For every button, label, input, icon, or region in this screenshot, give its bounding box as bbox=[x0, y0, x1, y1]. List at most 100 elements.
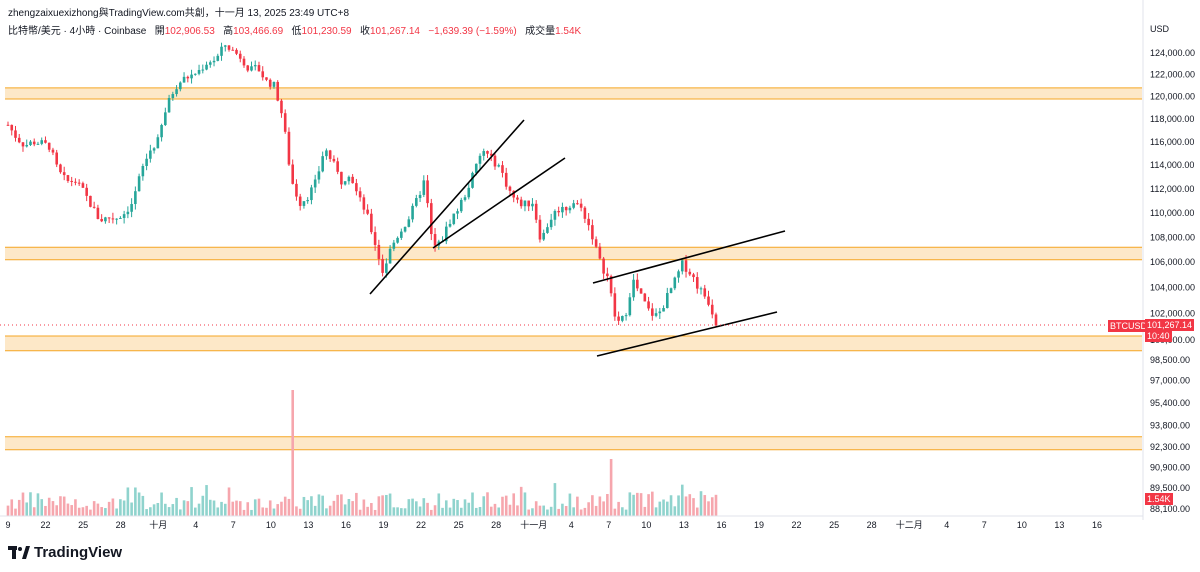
candle-body bbox=[666, 293, 669, 309]
candle-body bbox=[328, 150, 332, 159]
candle-body bbox=[227, 45, 231, 50]
volume-bar bbox=[651, 491, 654, 516]
volume-bar bbox=[602, 501, 605, 516]
time-tick-label: 19 bbox=[378, 520, 388, 530]
volume-bar bbox=[430, 509, 433, 516]
volume-bar bbox=[100, 507, 103, 516]
candle-body bbox=[576, 203, 579, 205]
candle-body bbox=[478, 155, 482, 164]
volume-bar bbox=[107, 501, 111, 516]
time-tick-label: 十一月 bbox=[520, 519, 547, 530]
price-tick-label: 90,900.00 bbox=[1150, 462, 1190, 472]
volume-bar bbox=[276, 504, 280, 516]
price-tick-label: 102,000.00 bbox=[1150, 309, 1195, 319]
candle-body bbox=[422, 180, 426, 195]
candle-body bbox=[662, 308, 665, 312]
candle-body bbox=[688, 271, 692, 275]
candle-body bbox=[145, 158, 148, 166]
candle-body bbox=[223, 45, 227, 47]
volume-bar bbox=[400, 508, 403, 516]
volume-bar bbox=[298, 508, 302, 516]
time-tick-label: 13 bbox=[1054, 520, 1064, 530]
volume-bar bbox=[456, 500, 459, 516]
volume-bar bbox=[613, 508, 617, 516]
candle-body bbox=[343, 181, 347, 185]
candle-body bbox=[25, 145, 29, 147]
time-tick-label: 9 bbox=[5, 520, 10, 530]
candle-body bbox=[651, 308, 654, 316]
volume-bar bbox=[257, 498, 261, 516]
volume-bar bbox=[418, 506, 422, 516]
candle-body bbox=[55, 152, 58, 165]
candle-body bbox=[606, 273, 609, 277]
candle-body bbox=[66, 175, 70, 181]
candle-body bbox=[471, 172, 474, 188]
symbol-label[interactable]: 比特幣/美元 · 4小時 · Coinbase bbox=[8, 26, 147, 37]
volume-bar bbox=[666, 501, 669, 516]
volume-bar bbox=[194, 507, 197, 516]
volume-bar bbox=[17, 499, 21, 516]
candle-body bbox=[10, 124, 14, 131]
candle-body bbox=[677, 271, 680, 278]
candle-body bbox=[658, 311, 662, 314]
candle-body bbox=[253, 65, 257, 67]
volume-bar bbox=[561, 503, 564, 516]
volume-bar bbox=[459, 507, 463, 516]
change-value: −1,639.39 (−1.59%) bbox=[428, 26, 517, 37]
volume-bar bbox=[32, 507, 36, 516]
candle-body bbox=[205, 64, 208, 70]
volume-bar bbox=[632, 494, 635, 516]
candle-body bbox=[609, 276, 613, 294]
volume-bar bbox=[14, 508, 17, 516]
countdown-badge: 10:40 bbox=[1145, 330, 1172, 342]
trend-line bbox=[592, 230, 786, 284]
tradingview-logo[interactable]: TradingView bbox=[8, 544, 122, 561]
volume-bar bbox=[557, 508, 560, 516]
volume-bar bbox=[385, 494, 388, 516]
candle-body bbox=[291, 164, 294, 184]
volume-bar bbox=[238, 501, 242, 516]
candle-body bbox=[695, 277, 699, 289]
candle-body bbox=[92, 206, 96, 208]
volume-bar bbox=[673, 506, 677, 516]
volume-bar bbox=[246, 502, 250, 516]
volume-bar bbox=[587, 502, 590, 516]
candle-body bbox=[268, 79, 272, 87]
volume-bar bbox=[549, 506, 553, 516]
volume-bar bbox=[212, 500, 216, 516]
trend-lines bbox=[369, 119, 786, 357]
candle-body bbox=[714, 314, 718, 326]
volume-bar bbox=[362, 499, 366, 516]
volume-bar bbox=[325, 508, 328, 516]
candle-body bbox=[542, 232, 545, 240]
volume-bar bbox=[280, 501, 283, 516]
volume-bar bbox=[111, 498, 115, 516]
price-tick-label: 100,000.00 bbox=[1150, 335, 1195, 345]
volume-bar bbox=[332, 500, 336, 516]
candle-body bbox=[197, 69, 201, 74]
volume-bar bbox=[126, 487, 130, 516]
candle-body bbox=[126, 211, 130, 215]
volume-bar bbox=[639, 493, 643, 516]
candlestick-series bbox=[6, 42, 718, 327]
volume-bar bbox=[51, 501, 55, 516]
candle-body bbox=[538, 219, 542, 240]
candle-body bbox=[186, 76, 190, 79]
volume-bar bbox=[44, 505, 47, 516]
volume-bar bbox=[437, 493, 441, 516]
candle-body bbox=[497, 165, 501, 167]
volume-bar bbox=[223, 503, 227, 516]
volume-bar bbox=[141, 495, 145, 516]
volume-bar bbox=[47, 497, 51, 516]
tradingview-logo-text: TradingView bbox=[34, 544, 123, 561]
candle-body bbox=[70, 180, 73, 182]
volume-bar bbox=[568, 493, 572, 516]
candle-body bbox=[212, 60, 216, 63]
volume-bar bbox=[115, 508, 118, 516]
volume-bar bbox=[714, 494, 718, 516]
volume-bar bbox=[422, 498, 426, 516]
volume-bar bbox=[680, 484, 684, 516]
volume-bar bbox=[186, 501, 190, 516]
candle-body bbox=[583, 207, 587, 219]
